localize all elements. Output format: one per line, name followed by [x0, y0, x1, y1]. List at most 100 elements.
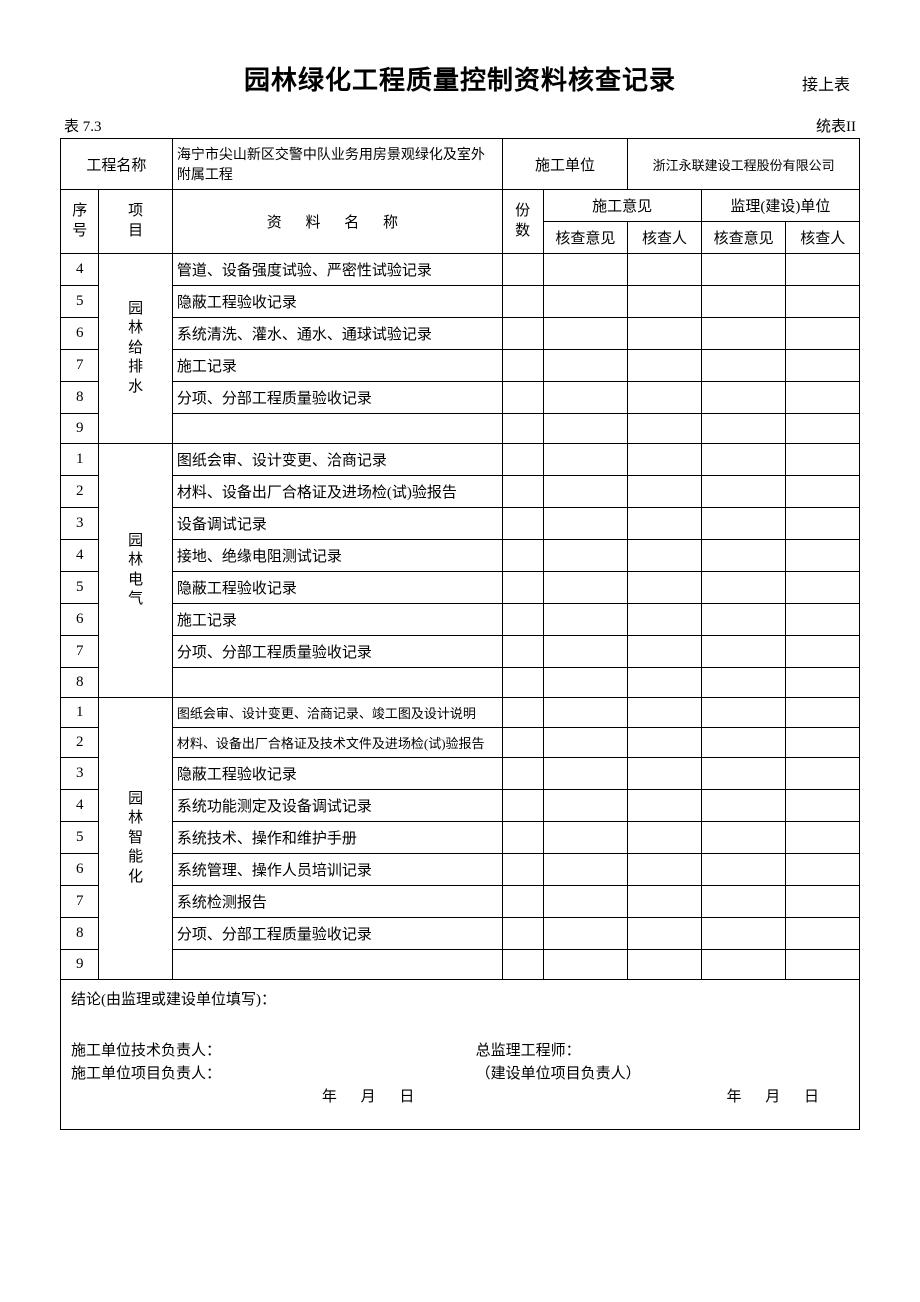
row-no: 8	[61, 918, 99, 950]
row-name: 分项、分部工程质量验收记录	[172, 382, 502, 414]
check-opinion-header-1: 核查意见	[543, 222, 628, 254]
row-name: 图纸会审、设计变更、洽商记录、竣工图及设计说明	[172, 698, 502, 728]
item-header: 项目	[99, 190, 172, 254]
category-cell: 园林智能化	[99, 698, 172, 980]
construction-unit-label: 施工单位	[502, 139, 627, 190]
conclusion-label: 结论(由监理或建设单位填写)：	[71, 988, 849, 1009]
row-name: 材料、设备出厂合格证及进场检(试)验报告	[172, 476, 502, 508]
row-name: 施工记录	[172, 604, 502, 636]
table-row: 6 施工记录	[61, 604, 860, 636]
table-row: 7 系统检测报告	[61, 886, 860, 918]
row-no: 7	[61, 350, 99, 382]
table-row: 2 材料、设备出厂合格证及技术文件及进场检(试)验报告	[61, 728, 860, 758]
header-row-1: 序号 项目 资 料 名 称 份数 施工意见 监理(建设)单位	[61, 190, 860, 222]
table-row: 6 系统清洗、灌水、通水、通球试验记录	[61, 318, 860, 350]
row-name	[172, 414, 502, 444]
table-row: 8 分项、分部工程质量验收记录	[61, 382, 860, 414]
table-row: 5 系统技术、操作和维护手册	[61, 822, 860, 854]
table-row: 5 隐蔽工程验收记录	[61, 286, 860, 318]
row-no: 3	[61, 508, 99, 540]
const-proj-lead: 施工单位项目负责人：	[71, 1062, 444, 1083]
row-no: 8	[61, 382, 99, 414]
table-row: 1 园林智能化 图纸会审、设计变更、洽商记录、竣工图及设计说明	[61, 698, 860, 728]
conclusion-cell: 结论(由监理或建设单位填写)： 施工单位技术负责人： 施工单位项目负责人： 年 …	[61, 980, 860, 1130]
row-no: 2	[61, 728, 99, 758]
table-row: 3 隐蔽工程验收记录	[61, 758, 860, 790]
row-c3	[701, 254, 786, 286]
row-name: 管道、设备强度试验、严密性试验记录	[172, 254, 502, 286]
table-row: 2 材料、设备出厂合格证及进场检(试)验报告	[61, 476, 860, 508]
table-row: 8	[61, 668, 860, 698]
row-no: 4	[61, 254, 99, 286]
row-copies	[502, 254, 543, 286]
chief-supervisor: 总监理工程师：	[476, 1039, 849, 1060]
supervision-unit-header: 监理(建设)单位	[701, 190, 859, 222]
copies-header: 份数	[502, 190, 543, 254]
row-no: 3	[61, 758, 99, 790]
construction-unit-value: 浙江永联建设工程股份有限公司	[628, 139, 860, 190]
table-meta-row: 表 7.3 统表II	[60, 115, 860, 136]
row-name: 系统管理、操作人员培训记录	[172, 854, 502, 886]
row-name: 系统功能测定及设备调试记录	[172, 790, 502, 822]
conclusion-row: 结论(由监理或建设单位填写)： 施工单位技术负责人： 施工单位项目负责人： 年 …	[61, 980, 860, 1130]
build-proj-lead: （建设单位项目负责人）	[476, 1062, 849, 1083]
construction-opinion-header: 施工意见	[543, 190, 701, 222]
row-no: 8	[61, 668, 99, 698]
row-no: 4	[61, 790, 99, 822]
row-no: 7	[61, 886, 99, 918]
date-right: 年 月 日	[476, 1085, 849, 1106]
material-header: 资 料 名 称	[172, 190, 502, 254]
row-name: 系统检测报告	[172, 886, 502, 918]
row-name: 接地、绝缘电阻测试记录	[172, 540, 502, 572]
row-no: 7	[61, 636, 99, 668]
row-name: 设备调试记录	[172, 508, 502, 540]
category-cell: 园林给排水	[99, 254, 172, 444]
row-no: 5	[61, 822, 99, 854]
check-opinion-header-2: 核查意见	[701, 222, 786, 254]
continued-label: 接上表	[802, 71, 850, 95]
main-table: 工程名称 海宁市尖山新区交警中队业务用房景观绿化及室外附属工程 施工单位 浙江永…	[60, 138, 860, 1130]
row-no: 9	[61, 950, 99, 980]
row-name: 材料、设备出厂合格证及技术文件及进场检(试)验报告	[172, 728, 502, 758]
row-no: 6	[61, 318, 99, 350]
table-row: 5隐蔽工程验收记录	[61, 572, 860, 604]
row-no: 6	[61, 604, 99, 636]
title-section: 园林绿化工程质量控制资料核查记录 接上表	[60, 60, 860, 97]
supervision-signatures: 总监理工程师： （建设单位项目负责人） 年 月 日	[476, 1039, 849, 1108]
table-row: 4 接地、绝缘电阻测试记录	[61, 540, 860, 572]
row-name: 分项、分部工程质量验收记录	[172, 636, 502, 668]
table-row: 9	[61, 414, 860, 444]
table-row: 1 园林电气 图纸会审、设计变更、洽商记录	[61, 444, 860, 476]
table-number: 表 7.3	[64, 115, 102, 136]
table-row: 7施工记录	[61, 350, 860, 382]
row-no: 4	[61, 540, 99, 572]
row-name: 隐蔽工程验收记录	[172, 758, 502, 790]
row-name: 隐蔽工程验收记录	[172, 286, 502, 318]
seq-header: 序号	[61, 190, 99, 254]
row-no: 5	[61, 286, 99, 318]
row-no: 1	[61, 444, 99, 476]
row-no: 2	[61, 476, 99, 508]
table-row: 6 系统管理、操作人员培训记录	[61, 854, 860, 886]
construction-signatures: 施工单位技术负责人： 施工单位项目负责人： 年 月 日	[71, 1039, 444, 1108]
row-name: 隐蔽工程验收记录	[172, 572, 502, 604]
row-name: 系统技术、操作和维护手册	[172, 822, 502, 854]
table-row: 4 系统功能测定及设备调试记录	[61, 790, 860, 822]
project-name-value: 海宁市尖山新区交警中队业务用房景观绿化及室外附属工程	[172, 139, 502, 190]
row-no: 6	[61, 854, 99, 886]
row-name	[172, 668, 502, 698]
page-title: 园林绿化工程质量控制资料核查记录	[244, 60, 676, 97]
stat-table-label: 统表II	[816, 115, 856, 136]
row-c2	[628, 254, 701, 286]
table-row: 4 园林给排水 管道、设备强度试验、严密性试验记录	[61, 254, 860, 286]
row-name: 图纸会审、设计变更、洽商记录	[172, 444, 502, 476]
row-no: 1	[61, 698, 99, 728]
row-c4	[786, 254, 860, 286]
project-row: 工程名称 海宁市尖山新区交警中队业务用房景观绿化及室外附属工程 施工单位 浙江永…	[61, 139, 860, 190]
table-row: 7 分项、分部工程质量验收记录	[61, 636, 860, 668]
check-person-header-2: 核查人	[786, 222, 860, 254]
row-name: 系统清洗、灌水、通水、通球试验记录	[172, 318, 502, 350]
category-cell: 园林电气	[99, 444, 172, 698]
row-name: 分项、分部工程质量验收记录	[172, 918, 502, 950]
table-row: 8 分项、分部工程质量验收记录	[61, 918, 860, 950]
